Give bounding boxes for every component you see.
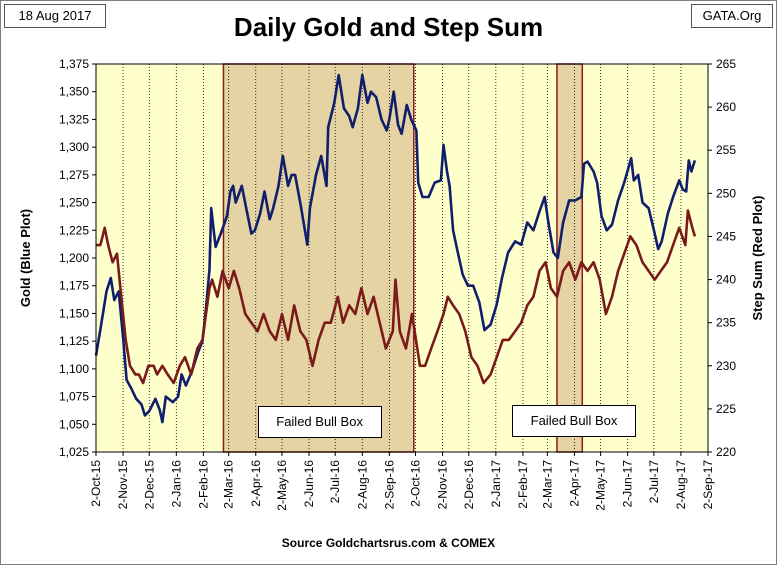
left-tick-label: 1,250 bbox=[59, 196, 89, 210]
x-tick-label: 2-Nov-16 bbox=[436, 460, 450, 510]
right-tick-label: 225 bbox=[716, 402, 736, 416]
x-tick-label: 2-Jul-17 bbox=[647, 460, 661, 504]
left-tick-label: 1,300 bbox=[59, 140, 89, 154]
x-tick-label: 2-Jun-16 bbox=[302, 460, 316, 508]
left-tick-label: 1,100 bbox=[59, 362, 89, 376]
x-tick-label: 2-Dec-15 bbox=[142, 460, 156, 510]
right-tick-label: 240 bbox=[716, 273, 736, 287]
x-tick-label: 2-Jul-16 bbox=[328, 460, 342, 504]
x-tick-label: 2-Feb-16 bbox=[196, 460, 210, 509]
x-tick-label: 2-Jun-17 bbox=[621, 460, 635, 508]
chart-title: Daily Gold and Step Sum bbox=[233, 12, 544, 42]
series-layer bbox=[94, 73, 697, 424]
left-tick-label: 1,225 bbox=[59, 223, 89, 237]
x-tick-label: 2-Apr-16 bbox=[249, 460, 263, 507]
x-tick-label: 2-Sep-16 bbox=[382, 460, 396, 510]
left-tick-label: 1,050 bbox=[59, 417, 89, 431]
date-label: 18 Aug 2017 bbox=[4, 4, 106, 28]
left-tick-label: 1,125 bbox=[59, 334, 89, 348]
left-tick-label: 1,175 bbox=[59, 279, 89, 293]
left-tick-label: 1,025 bbox=[59, 445, 89, 459]
right-tick-label: 265 bbox=[716, 57, 736, 71]
right-tick-label: 255 bbox=[716, 143, 736, 157]
left-axis-title: Gold (Blue Plot) bbox=[18, 209, 33, 307]
left-tick-label: 1,375 bbox=[59, 57, 89, 71]
right-tick-label: 235 bbox=[716, 316, 736, 330]
right-tick-label: 260 bbox=[716, 100, 736, 114]
left-tick-label: 1,150 bbox=[59, 306, 89, 320]
x-tick-label: 2-Aug-16 bbox=[355, 460, 369, 510]
x-tick-label: 2-Aug-17 bbox=[674, 460, 688, 510]
x-tick-label: 2-Mar-16 bbox=[222, 460, 236, 509]
step-sum-series-line bbox=[96, 209, 697, 385]
failed-bull-box-label-1: Failed Bull Box bbox=[257, 406, 382, 438]
left-tick-label: 1,200 bbox=[59, 251, 89, 265]
left-tick-label: 1,075 bbox=[59, 390, 89, 404]
failed-bull-boxes bbox=[222, 63, 584, 453]
chart-footer: Source Goldchartsrus.com & COMEX bbox=[281, 536, 496, 550]
x-tick-label: 2-Dec-16 bbox=[462, 460, 476, 510]
x-tick-label: 2-Mar-17 bbox=[540, 460, 554, 509]
x-tick-label: 2-Nov-15 bbox=[116, 460, 130, 510]
x-tick-label: 2-Jan-16 bbox=[169, 460, 183, 508]
x-tick-label: 2-Feb-17 bbox=[516, 460, 530, 509]
left-axis-ticks: 1,025 1,050 1,075 1,100 1,125 1,150 1,175 1,200… bbox=[59, 57, 96, 459]
right-axis-ticks: 220 225 230 235 240 245 250 255 260 265 bbox=[708, 57, 736, 459]
x-tick-label: 2-May-17 bbox=[594, 460, 608, 511]
failed-bull-box-1 bbox=[222, 63, 415, 453]
x-tick-label: 2-Sep-17 bbox=[701, 460, 715, 510]
left-tick-label: 1,275 bbox=[59, 168, 89, 182]
right-tick-label: 250 bbox=[716, 186, 736, 200]
x-tick-label: 2-Apr-17 bbox=[567, 460, 581, 507]
right-tick-label: 230 bbox=[716, 359, 736, 373]
x-tick-label: 2-May-16 bbox=[275, 460, 289, 511]
right-tick-label: 220 bbox=[716, 445, 736, 459]
right-axis-title: Step Sum (Red Plot) bbox=[750, 196, 765, 321]
x-tick-label: 2-Jan-17 bbox=[489, 460, 503, 508]
left-tick-label: 1,325 bbox=[59, 112, 89, 126]
source-label: GATA.Org bbox=[691, 4, 773, 28]
failed-bull-box-2 bbox=[556, 63, 584, 453]
x-axis-ticks: 2-Oct-15 2-Nov-15 2-Dec-15 2-Jan-16 2-Feb-16… bbox=[89, 452, 715, 511]
left-tick-label: 1,350 bbox=[59, 85, 89, 99]
failed-bull-box-label-2: Failed Bull Box bbox=[512, 405, 636, 437]
right-tick-label: 245 bbox=[716, 229, 736, 243]
x-tick-label: 2-Oct-16 bbox=[409, 460, 423, 507]
x-tick-label: 2-Oct-15 bbox=[89, 460, 103, 507]
